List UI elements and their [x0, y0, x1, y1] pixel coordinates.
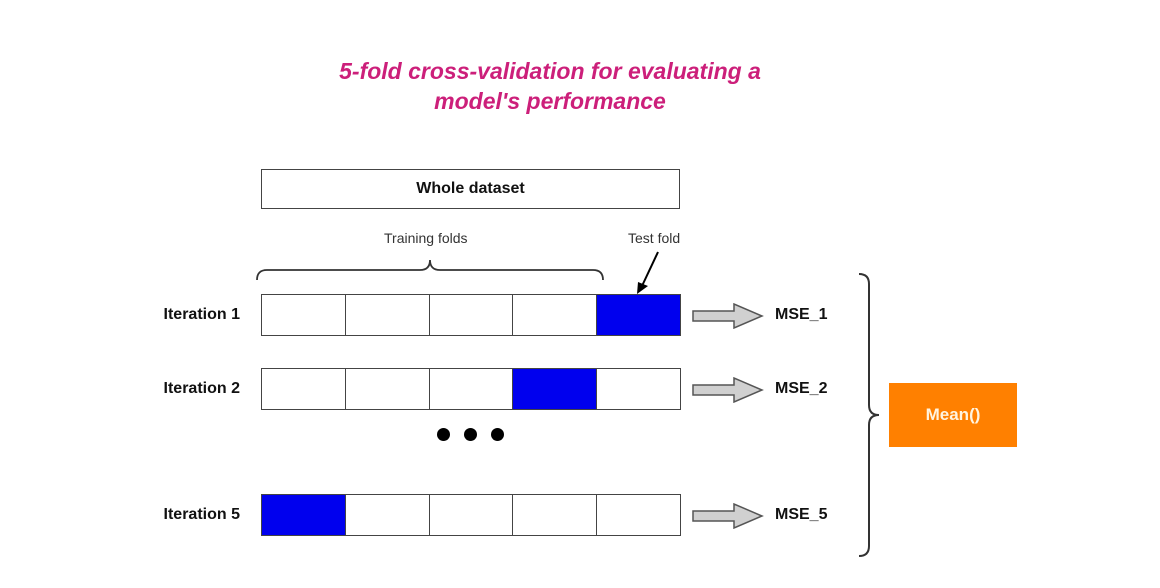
iteration-1-label: Iteration 1 [163, 306, 240, 323]
iteration-1-folds [261, 294, 681, 336]
fold-cell [597, 369, 680, 409]
fold-cell [429, 295, 514, 335]
mse-1-label: MSE_1 [775, 306, 828, 323]
iteration-2-label: Iteration 2 [163, 380, 240, 397]
whole-dataset-box: Whole dataset [261, 169, 680, 209]
arrow-right-icon [692, 303, 764, 329]
fold-cell [345, 295, 430, 335]
mse-5-label: MSE_5 [775, 506, 828, 523]
test-fold-cell [597, 295, 680, 335]
test-fold-cell [513, 369, 598, 409]
ellipsis-dots-icon [437, 428, 504, 441]
mean-box: Mean() [889, 383, 1017, 447]
fold-cell [262, 295, 346, 335]
arrow-right-icon [692, 503, 764, 529]
iteration-5-label: Iteration 5 [163, 506, 240, 523]
test-fold-cell [262, 495, 346, 535]
fold-cell [262, 369, 346, 409]
title-line-2: model's performance [434, 88, 666, 114]
arrow-right-icon [692, 377, 764, 403]
iteration-5-folds [261, 494, 681, 536]
aggregate-brace-icon [858, 273, 880, 557]
diagram-title: 5-fold cross-validation for evaluating a… [250, 56, 850, 116]
iteration-2-folds [261, 368, 681, 410]
fold-cell [345, 369, 430, 409]
training-folds-label: Training folds [384, 230, 468, 246]
fold-cell [345, 495, 430, 535]
title-line-1: 5-fold cross-validation for evaluating a [339, 58, 761, 84]
fold-cell [513, 295, 598, 335]
test-fold-label: Test fold [628, 230, 681, 246]
fold-cell [597, 495, 680, 535]
training-brace-icon [256, 259, 604, 281]
test-fold-pointer-icon [637, 251, 659, 294]
fold-cell [429, 495, 514, 535]
mse-2-label: MSE_2 [775, 380, 828, 397]
fold-cell [513, 495, 598, 535]
fold-cell [429, 369, 514, 409]
